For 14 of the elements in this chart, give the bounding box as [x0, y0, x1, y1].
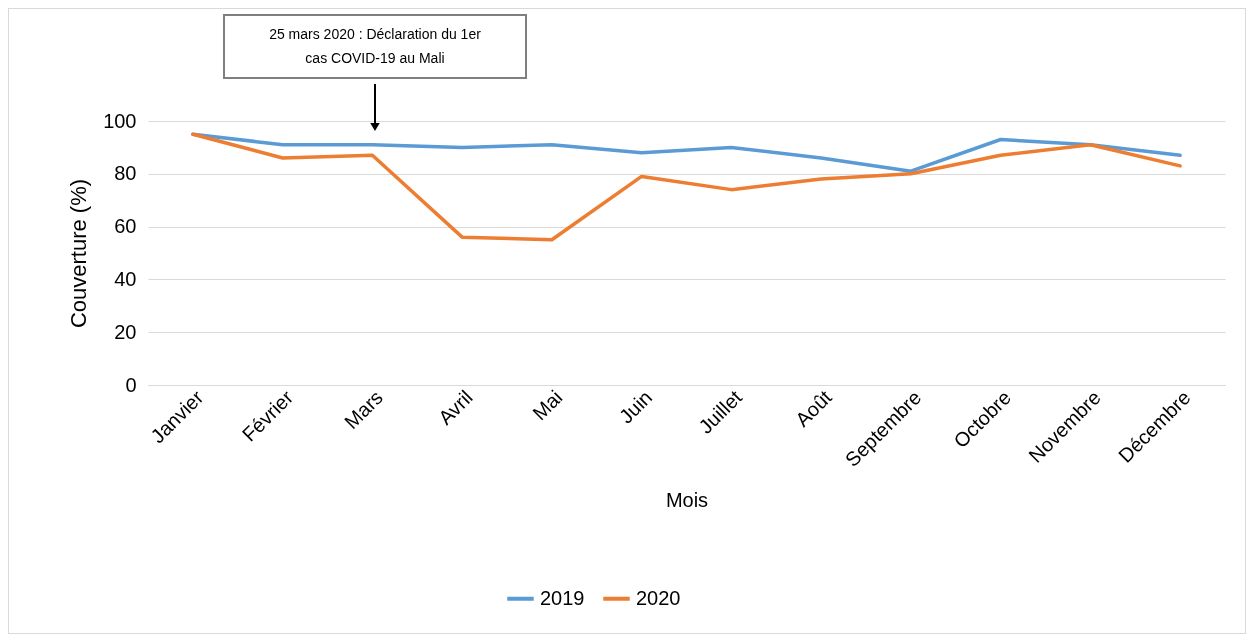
legend-label: 2019 [540, 586, 585, 609]
y-tick-label: 60 [114, 215, 137, 238]
y-tick-label: 20 [114, 320, 137, 343]
line-series [191, 132, 1182, 242]
x-axis-title: Mois [665, 488, 709, 511]
y-tick-label: 100 [103, 109, 137, 132]
y-tick-label: 40 [114, 267, 137, 290]
y-axis-title: Couverture (%) [66, 178, 92, 329]
legend-label: 2020 [636, 586, 681, 609]
x-tick-label: Mai [528, 386, 567, 425]
y-tick-label: 80 [114, 162, 137, 185]
text: 25 mars 2020 : Déclaration du 1er cas COVID-19 au Mali [269, 26, 482, 66]
x-tick-label: Juin [614, 386, 657, 428]
y-tick-label: 0 [125, 373, 137, 396]
